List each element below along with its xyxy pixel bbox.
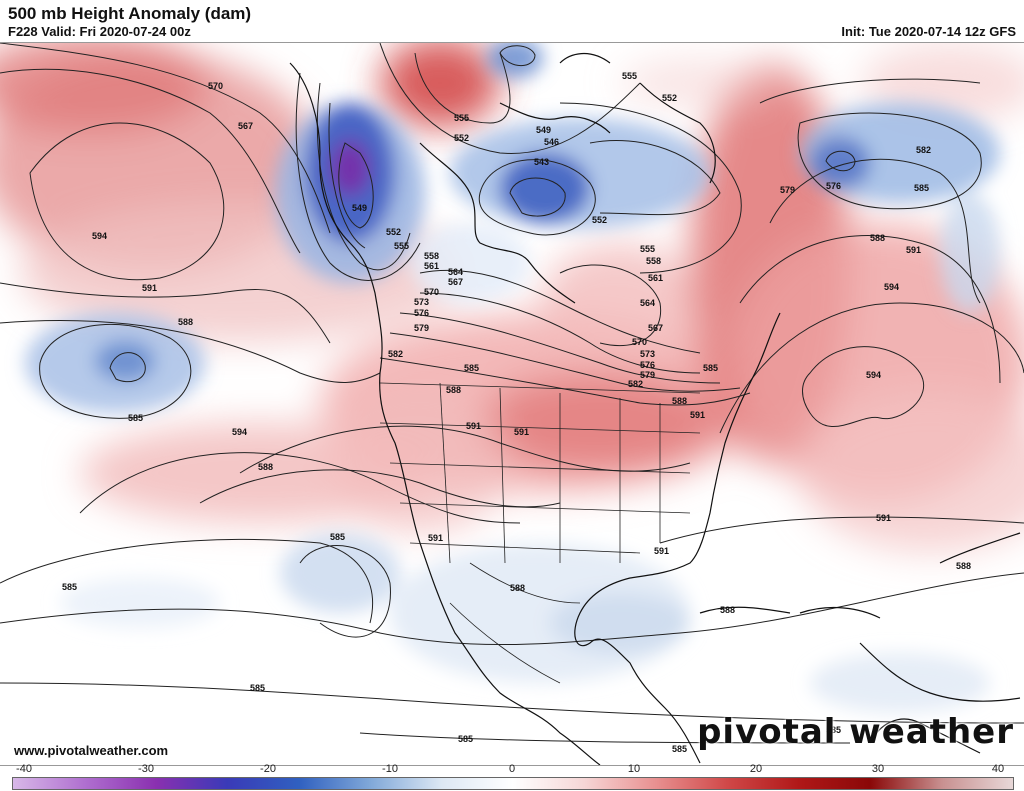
contour-label: 570	[208, 81, 223, 91]
contour-label: 588	[178, 317, 193, 327]
contour-label: 591	[514, 427, 529, 437]
contour-label: 558	[424, 251, 439, 261]
contour-label: 552	[386, 227, 401, 237]
contour-label: 555	[622, 71, 637, 81]
contour-label: 573	[640, 349, 655, 359]
contour-label: 561	[424, 261, 439, 271]
contour-label: 591	[906, 245, 921, 255]
init-time: Init: Tue 2020-07-14 12z GFS	[841, 24, 1016, 39]
contour-label: 558	[646, 256, 661, 266]
height-contours	[0, 43, 1024, 744]
colorbar-tick: 20	[749, 763, 763, 775]
contour-label: 588	[672, 396, 687, 406]
contour-label: 576	[826, 181, 841, 191]
contour-label: 564	[448, 267, 463, 277]
contour-label: 594	[92, 231, 107, 241]
contour-label: 585	[128, 413, 143, 423]
contour-label: 555	[394, 241, 409, 251]
contour-label: 594	[884, 282, 899, 292]
contour-label: 591	[466, 421, 481, 431]
map-title: 500 mb Height Anomaly (dam)	[8, 4, 252, 23]
contour-label: 579	[780, 185, 795, 195]
contour-label: 555	[640, 244, 655, 254]
map-canvas: 570 567 594 591 588 585 549 552 555 558 …	[0, 43, 1024, 765]
contour-label: 582	[916, 145, 931, 155]
contour-label: 588	[446, 385, 461, 395]
contour-label: 579	[414, 323, 429, 333]
contour-label: 591	[654, 546, 669, 556]
contour-label: 588	[956, 561, 971, 571]
contour-label: 582	[628, 379, 643, 389]
contour-label: 567	[448, 277, 463, 287]
valid-time: F228 Valid: Fri 2020-07-24 00z	[8, 24, 191, 39]
website-label: www.pivotalweather.com	[14, 743, 169, 758]
contour-label: 555	[454, 113, 469, 123]
contour-label: 594	[866, 370, 881, 380]
contour-label: 570	[424, 287, 439, 297]
contour-label: 585	[914, 183, 929, 193]
contour-label: 585	[703, 363, 718, 373]
contour-label: 543	[534, 157, 549, 167]
contour-label: 549	[352, 203, 367, 213]
contour-label: 552	[592, 215, 607, 225]
contour-label: 591	[876, 513, 891, 523]
contour-label: 549	[536, 125, 551, 135]
contour-label: 552	[454, 133, 469, 143]
contour-labels: 570 567 594 591 588 585 549 552 555 558 …	[62, 71, 971, 754]
contour-label: 585	[250, 683, 265, 693]
contour-label: 591	[142, 283, 157, 293]
contour-label: 585	[330, 532, 345, 542]
contour-label: 588	[258, 462, 273, 472]
colorbar	[12, 777, 1014, 790]
contour-label: 561	[648, 273, 663, 283]
contour-label: 591	[428, 533, 443, 543]
contour-label: 576	[640, 360, 655, 370]
contour-label: 591	[690, 410, 705, 420]
contour-label: 546	[544, 137, 559, 147]
contour-label: 567	[648, 323, 663, 333]
contour-label: 585	[62, 582, 77, 592]
contour-label: 585	[672, 744, 687, 754]
contour-label: 585	[458, 734, 473, 744]
colorbar-tick: -40	[16, 763, 32, 775]
colorbar-tick: -20	[260, 763, 276, 775]
contour-label: 576	[414, 308, 429, 318]
contour-label: 552	[662, 93, 677, 103]
political-borders	[379, 382, 701, 684]
contour-label: 588	[720, 605, 735, 615]
contour-label: 588	[510, 583, 525, 593]
contour-label: 579	[640, 370, 655, 380]
contour-label: 570	[632, 337, 647, 347]
contour-label: 582	[388, 349, 403, 359]
contour-label: 585	[826, 725, 841, 735]
colorbar-tick: -10	[382, 763, 398, 775]
contour-label: 585	[464, 363, 479, 373]
contour-label: 573	[414, 297, 429, 307]
contour-label: 588	[870, 233, 885, 243]
contour-label: 594	[232, 427, 247, 437]
colorbar-tick: -30	[138, 763, 154, 775]
coastlines	[289, 53, 1021, 765]
brand-logo: pivotal weather	[697, 712, 1014, 752]
contour-label: 567	[238, 121, 253, 131]
anomaly-map[interactable]: 570 567 594 591 588 585 549 552 555 558 …	[0, 42, 1024, 766]
colorbar-tick: 30	[871, 763, 885, 775]
colorbar-tick: 40	[991, 763, 1005, 775]
colorbar-tick: 10	[627, 763, 641, 775]
colorbar-tick: 0	[508, 763, 516, 775]
contour-label: 564	[640, 298, 655, 308]
